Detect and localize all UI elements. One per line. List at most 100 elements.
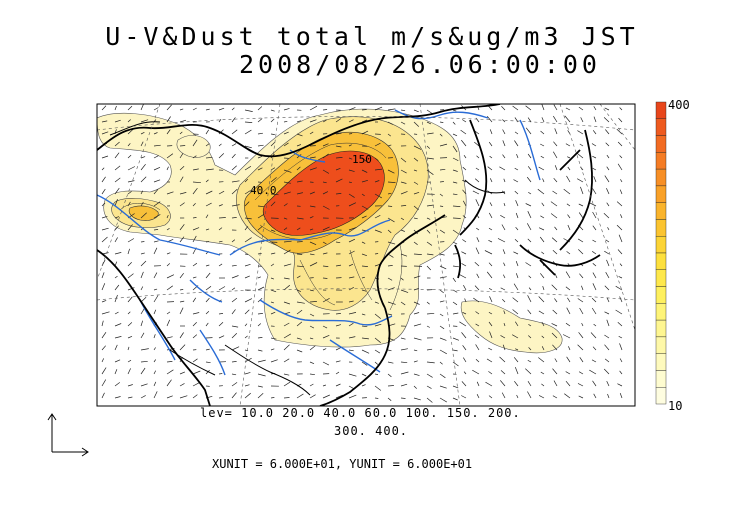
wind-arrow xyxy=(439,325,445,330)
wind-arrow xyxy=(231,392,237,399)
wind-arrow xyxy=(567,224,571,231)
wind-arrow xyxy=(374,168,383,171)
wind-arrow xyxy=(497,238,506,243)
wind-arrow xyxy=(374,323,382,327)
wind-arrow xyxy=(619,392,623,399)
wind-arrow xyxy=(452,181,458,184)
wind-arrow xyxy=(439,276,447,279)
wind-arrow xyxy=(257,205,265,208)
wind-arrow xyxy=(604,334,610,339)
wind-arrow xyxy=(153,295,159,303)
wind-arrow xyxy=(513,357,519,363)
wind-arrow xyxy=(619,107,623,111)
wind-arrow xyxy=(153,370,157,375)
wind-arrow xyxy=(463,154,467,159)
wind-arrow xyxy=(528,192,532,195)
wind-arrow xyxy=(439,168,446,171)
wind-arrow xyxy=(270,277,275,280)
wind-arrow xyxy=(554,165,558,171)
wind-arrow xyxy=(127,262,132,267)
wind-arrow xyxy=(335,193,342,195)
wind-arrow xyxy=(604,175,610,183)
wind-arrow xyxy=(309,191,315,195)
wind-arrow xyxy=(400,121,406,125)
wind-arrow xyxy=(593,106,597,111)
wind-arrow xyxy=(542,178,545,183)
wind-arrow xyxy=(527,153,532,159)
wind-arrow xyxy=(192,187,198,195)
wind-arrow xyxy=(501,392,506,399)
wind-arrow xyxy=(476,381,480,387)
wind-arrow xyxy=(607,393,610,399)
wind-arrow xyxy=(244,309,250,315)
wind-arrow xyxy=(452,277,456,283)
wind-arrow xyxy=(618,117,623,123)
wind-arrow xyxy=(322,265,329,267)
wind-arrow xyxy=(166,129,171,135)
wind-arrow xyxy=(114,323,122,327)
wind-arrow xyxy=(218,118,222,123)
wind-arrow xyxy=(503,310,506,315)
wind-arrow xyxy=(192,297,197,303)
wind-arrow xyxy=(140,360,148,363)
wind-arrow xyxy=(218,240,223,243)
wind-arrow xyxy=(619,296,623,303)
wind-arrow xyxy=(603,117,610,123)
wind-arrow xyxy=(525,262,532,267)
wind-arrow xyxy=(153,272,158,279)
wind-arrow xyxy=(114,119,121,123)
wind-arrow xyxy=(538,310,545,315)
wind-arrow xyxy=(439,361,443,365)
wind-arrow xyxy=(589,369,597,375)
colorbar xyxy=(655,101,667,405)
wind-arrow xyxy=(348,157,353,160)
wind-arrow xyxy=(528,335,532,339)
wind-arrow xyxy=(593,116,597,123)
wind-arrow xyxy=(192,203,196,207)
wind-arrow xyxy=(218,143,222,147)
wind-arrow xyxy=(387,241,396,245)
wind-arrow xyxy=(218,313,224,315)
wind-arrow xyxy=(244,178,249,183)
wind-arrow xyxy=(592,167,597,171)
wind-arrow xyxy=(101,367,107,375)
wind-arrow xyxy=(374,385,382,391)
wind-arrow xyxy=(550,213,558,219)
wind-arrow xyxy=(488,212,493,219)
wind-arrow xyxy=(309,301,317,303)
wind-arrow xyxy=(309,131,314,135)
wind-arrow xyxy=(283,191,291,195)
wind-arrow xyxy=(309,325,315,329)
wind-arrow xyxy=(604,358,610,363)
wind-arrow xyxy=(474,261,480,267)
wind-arrow xyxy=(192,168,199,171)
wind-arrow xyxy=(592,263,597,267)
wind-arrow xyxy=(257,393,264,399)
wind-arrow xyxy=(551,323,558,327)
wind-arrow xyxy=(564,393,571,399)
wind-arrow xyxy=(231,275,239,279)
wind-arrow xyxy=(322,181,327,184)
wind-arrow xyxy=(538,395,545,399)
wind-arrow xyxy=(114,284,120,291)
wind-arrow xyxy=(153,229,159,231)
wind-arrow xyxy=(270,289,277,293)
wind-arrow xyxy=(474,334,480,339)
wind-arrow xyxy=(166,263,171,267)
colorbar-swatch xyxy=(655,370,667,388)
wind-arrow xyxy=(387,373,392,378)
wind-arrow xyxy=(231,264,237,267)
wind-arrow xyxy=(127,143,131,147)
wind-arrow xyxy=(426,217,431,220)
colorbar-min-label: 10 xyxy=(668,399,682,413)
wind-arrow xyxy=(270,337,277,340)
wind-arrow xyxy=(322,226,330,231)
wind-arrow xyxy=(374,264,380,267)
wind-arrow xyxy=(426,204,434,207)
wind-arrow xyxy=(309,337,314,340)
wind-arrow xyxy=(322,169,330,174)
wind-arrow xyxy=(426,373,433,378)
wind-arrow xyxy=(296,275,301,279)
wind-arrow xyxy=(140,119,149,123)
